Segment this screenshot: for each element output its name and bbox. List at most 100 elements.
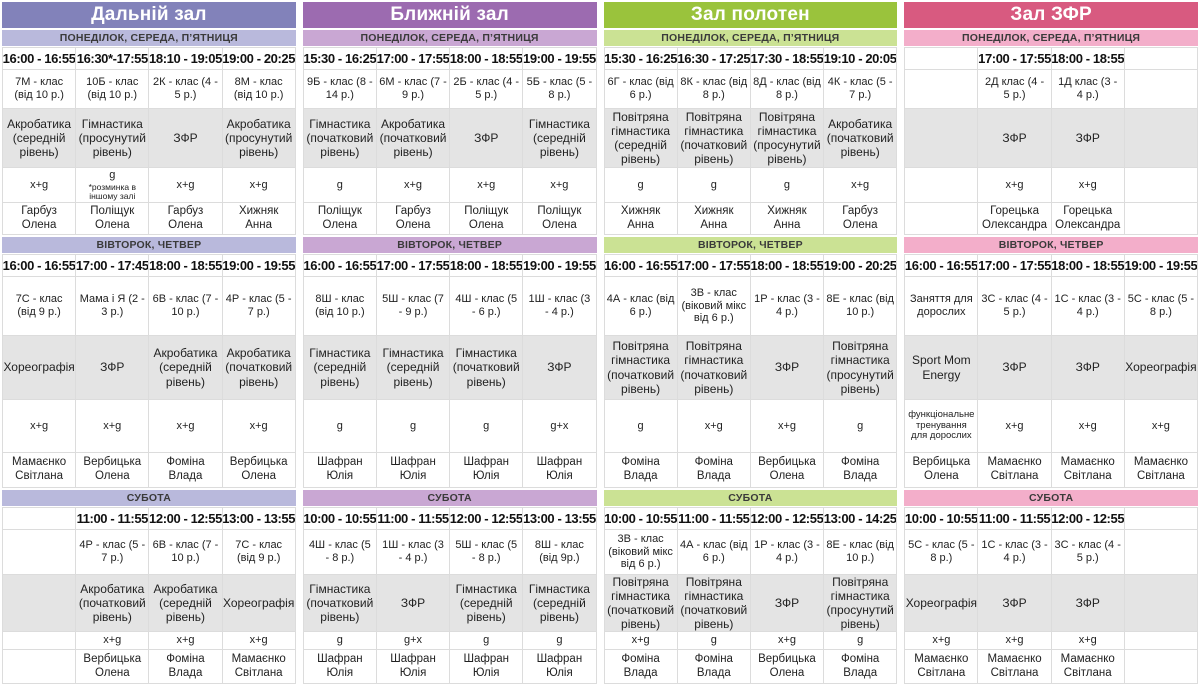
code-cell: х+g (450, 168, 523, 202)
time-cell: 16:00 - 16:55 (303, 255, 376, 276)
activity-cell (3, 575, 76, 631)
time-cell: 16:00 - 16:55 (604, 255, 677, 276)
section-grid: 16:00 - 16:55 16:30*-17:55 18:10 - 19:05 19… (2, 47, 296, 235)
time-cell: 18:00 - 18:55 (1051, 255, 1124, 276)
time-cell: 11:00 - 11:55 (376, 508, 450, 529)
code-cell: х+g (1051, 632, 1124, 649)
hall-column: Дальній зал ПОНЕДІЛОК, СЕРЕДА, П’ЯТНИЦЯ 16… (2, 2, 296, 684)
coach-cell: Гарбуз Олена (376, 203, 450, 234)
activity-cell: ЗФР (1051, 109, 1124, 167)
activity-cell: Гімнастика (середній рівень) (303, 336, 376, 399)
activity-cell: Гімнастика (середній рівень) (523, 109, 596, 167)
time-cell: 10:00 - 10:55 (303, 508, 376, 529)
code-cell: g (750, 168, 824, 202)
time-cell: 11:00 - 11:55 (978, 508, 1051, 529)
class-cell: 4Р - клас (5 - 7 р.) (222, 277, 295, 335)
activity-cell: ЗФР (1051, 336, 1124, 399)
coach-cell: Гарбуз Олена (3, 203, 76, 234)
coach-cell: Шафран Юлія (450, 453, 523, 487)
code-cell: х+g (1051, 168, 1124, 202)
activity-cell: ЗФР (978, 109, 1051, 167)
code-cell: х+g (978, 168, 1051, 202)
class-cell: 7С - клас (від 9 р.) (222, 530, 295, 574)
activity-cell: Акробатика (початковий рівень) (376, 109, 450, 167)
code-cell: g (303, 400, 376, 452)
coach-cell: Гарбуз Олена (149, 203, 222, 234)
coach-cell: Фоміна Влада (604, 453, 677, 487)
class-cell (3, 530, 76, 574)
coach-cell: Поліщук Олена (303, 203, 376, 234)
coach-cell: Шафран Юлія (303, 650, 376, 683)
time-cell (905, 48, 978, 69)
class-cell: 8Д - клас (від 8 р.) (750, 70, 824, 108)
coach-cell: Мамаєнко Світлана (1124, 453, 1197, 487)
activity-cell: Гімнастика (початковий рівень) (303, 575, 376, 631)
coach-cell: Шафран Юлія (376, 650, 450, 683)
coach-cell: Хижняк Анна (677, 203, 750, 234)
time-cell: 11:00 - 11:55 (76, 508, 149, 529)
time-cell: 17:30 - 18:55 (750, 48, 824, 69)
time-cell: 13:00 - 13:55 (222, 508, 295, 529)
code-cell: х+g (222, 632, 295, 649)
time-cell: 19:00 - 20:25 (824, 255, 897, 276)
coach-cell: Фоміна Влада (824, 453, 897, 487)
code-cell: g *розминка в іншому залі (76, 168, 149, 202)
class-cell (1124, 530, 1197, 574)
activity-cell: Повітряна гімнастика (просунутий рівень) (750, 109, 824, 167)
activity-cell: ЗФР (523, 336, 596, 399)
coach-cell: Мамаєнко Світлана (978, 650, 1051, 683)
activity-cell: Акробатика (початковий рівень) (76, 575, 149, 631)
code-value: g (109, 169, 116, 182)
code-cell: g (824, 400, 897, 452)
code-cell: х+g (76, 632, 149, 649)
class-cell: 1С - клас (3 - 4 р.) (1051, 277, 1124, 335)
activity-cell (1124, 575, 1197, 631)
class-cell: 3В - клас (віковий мікс від 6 р.) (677, 277, 750, 335)
section-grid: 15:30 - 16:25 17:00 - 17:55 18:00 - 18:55 1… (302, 47, 597, 235)
activity-cell: Повітряна гімнастика (початковий рівень) (604, 575, 677, 631)
class-cell: 1Р - клас (3 - 4 р.) (750, 277, 824, 335)
coach-cell (1124, 650, 1197, 683)
coach-cell: Вербицька Олена (76, 453, 149, 487)
activity-cell: Гімнастика (середній рівень) (523, 575, 596, 631)
coach-cell: Хижняк Анна (750, 203, 824, 234)
coach-cell: Шафран Юлія (450, 650, 523, 683)
code-cell: g+х (376, 632, 450, 649)
activity-cell: Повітряна гімнастика (початковий рівень) (677, 336, 750, 399)
code-cell: g (450, 632, 523, 649)
day-band: ВІВТОРОК, ЧЕТВЕР (302, 237, 597, 253)
time-cell: 17:00 - 17:55 (978, 48, 1051, 69)
activity-cell: ЗФР (978, 336, 1051, 399)
class-cell: 4Ш - клас (5 - 8 р.) (303, 530, 376, 574)
coach-cell: Фоміна Влада (677, 650, 750, 683)
class-cell: 8Ш - клас (від 9р.) (523, 530, 596, 574)
time-cell: 18:00 - 18:55 (1051, 48, 1124, 69)
code-cell: х+g (978, 400, 1051, 452)
section-grid: 16:00 - 16:55 17:00 - 17:55 18:00 - 18:55 1… (603, 254, 898, 488)
time-cell: 17:00 - 17:55 (376, 255, 450, 276)
code-cell: х+g (3, 400, 76, 452)
activity-cell (1124, 109, 1197, 167)
code-cell: х+g (978, 632, 1051, 649)
code-cell: х+g (222, 168, 295, 202)
time-cell: 18:00 - 18:55 (149, 255, 222, 276)
coach-cell (905, 203, 978, 234)
activity-cell: Акробатика (середній рівень) (149, 336, 222, 399)
activity-cell: Повітряна гімнастика (початковий рівень) (677, 575, 750, 631)
class-cell: 2Б - клас (4 - 5 р.) (450, 70, 523, 108)
class-cell: Заняття для дорослих (905, 277, 978, 335)
class-cell: 1Ш - клас (3 - 4 р.) (523, 277, 596, 335)
activity-cell: Акробатика (просунутий рівень) (222, 109, 295, 167)
day-band: СУБОТА (2, 490, 296, 506)
time-cell: 18:00 - 18:55 (450, 255, 523, 276)
day-band: ПОНЕДІЛОК, СЕРЕДА, П’ЯТНИЦЯ (603, 30, 898, 46)
code-cell: g (604, 400, 677, 452)
class-cell: 4А - клас (від 6 р.) (677, 530, 750, 574)
class-cell: 4Ш - клас (5 - 6 р.) (450, 277, 523, 335)
day-band: СУБОТА (302, 490, 597, 506)
day-band: ПОНЕДІЛОК, СЕРЕДА, П’ЯТНИЦЯ (904, 30, 1198, 46)
coach-cell: Фоміна Влада (149, 650, 222, 683)
activity-cell: ЗФР (149, 109, 222, 167)
coach-cell: Шафран Юлія (376, 453, 450, 487)
coach-cell: Горецька Олександра (978, 203, 1051, 234)
